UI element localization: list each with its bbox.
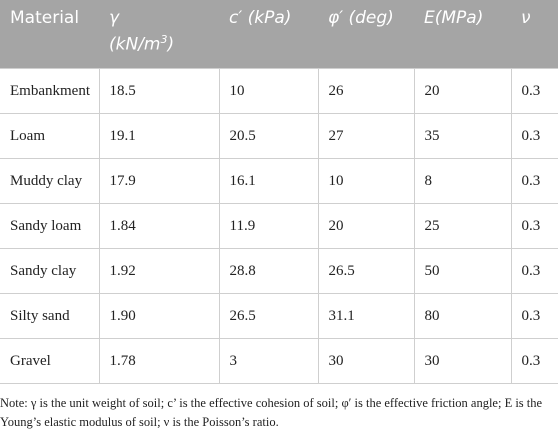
table-cell: 0.3 xyxy=(510,203,558,249)
table-cell: 0.3 xyxy=(510,338,558,384)
table-cell: 1.84 xyxy=(98,203,219,249)
table-row: Embankment 18.5 10 26 20 0.3 xyxy=(0,68,558,114)
table-cell: 26 xyxy=(317,68,414,114)
table-cell: 10 xyxy=(317,158,414,204)
table-cell: 1.90 xyxy=(98,293,219,339)
table-cell: Muddy clay xyxy=(0,158,99,204)
table-cell: 19.1 xyxy=(98,113,219,159)
table-cell: 17.9 xyxy=(98,158,219,204)
table-cell: 20.5 xyxy=(218,113,318,159)
table-cell: 28.8 xyxy=(218,248,318,294)
table-cell: 1.92 xyxy=(98,248,219,294)
table-row: Loam 19.1 20.5 27 35 0.3 xyxy=(0,113,558,159)
table-cell: 18.5 xyxy=(98,68,219,114)
table-cell: 8 xyxy=(413,158,511,204)
table-cell: Embankment xyxy=(0,68,99,114)
table-cell: 3 xyxy=(218,338,318,384)
header-cell: φ′ (deg) xyxy=(318,0,414,69)
table-cell: Gravel xyxy=(0,338,99,384)
table-row: Sandy clay 1.92 28.8 26.5 50 0.3 xyxy=(0,248,558,294)
table-cell: 26.5 xyxy=(317,248,414,294)
table-row: Gravel 1.78 3 30 30 0.3 xyxy=(0,338,558,384)
table-row: Sandy loam 1.84 11.9 20 25 0.3 xyxy=(0,203,558,249)
table-cell: 30 xyxy=(413,338,511,384)
header-cell: γ (kN/m3) xyxy=(99,0,219,69)
table-cell: 0.3 xyxy=(510,158,558,204)
table-cell: 11.9 xyxy=(218,203,318,249)
header-text: ν xyxy=(521,8,531,28)
header-cell: E(MPa) xyxy=(414,0,511,69)
table-cell: 20 xyxy=(413,68,511,114)
table-cell: 25 xyxy=(413,203,511,249)
table-cell: 16.1 xyxy=(218,158,318,204)
table-cell: 20 xyxy=(317,203,414,249)
header-text: ) xyxy=(167,34,175,55)
header-text: Material xyxy=(10,8,80,28)
table-cell: 0.3 xyxy=(510,248,558,294)
table-cell: 10 xyxy=(218,68,318,114)
header-cell: c′ (kPa) xyxy=(219,0,318,69)
table-body: Embankment 18.5 10 26 20 0.3 Loam 19.1 20.5 27 35 0… xyxy=(0,68,558,384)
header-text: c′ (kPa) xyxy=(229,8,292,28)
table-cell: 30 xyxy=(317,338,414,384)
table-cell: 0.3 xyxy=(510,68,558,114)
header-text: (kN/m xyxy=(109,34,161,55)
table-note: Note: γ is the unit weight of soil; c’ i… xyxy=(0,396,543,429)
table-cell: 0.3 xyxy=(510,293,558,339)
table-cell: 35 xyxy=(413,113,511,159)
table-cell: 0.3 xyxy=(510,113,558,159)
header-text: E(MPa) xyxy=(424,8,484,28)
table-cell: 26.5 xyxy=(218,293,318,339)
header-text: γ xyxy=(109,8,120,28)
soil-table: Material γ (kN/m3) c′ (kPa) φ′ (deg) E(MPa) ν … xyxy=(0,0,558,384)
table-cell: 27 xyxy=(317,113,414,159)
table-cell: 31.1 xyxy=(317,293,414,339)
table-cell: Silty sand xyxy=(0,293,99,339)
header-cell: ν xyxy=(511,0,558,69)
table-row: Muddy clay 17.9 16.1 10 8 0.3 xyxy=(0,158,558,204)
table-cell: Sandy clay xyxy=(0,248,99,294)
header-text: φ′ (deg) xyxy=(328,8,394,28)
table-cell: Loam xyxy=(0,113,99,159)
table-cell: Sandy loam xyxy=(0,203,99,249)
header-cell: Material xyxy=(0,0,99,69)
superscript: 3 xyxy=(160,33,168,46)
table-cell: 50 xyxy=(413,248,511,294)
table-row: Silty sand 1.90 26.5 31.1 80 0.3 xyxy=(0,293,558,339)
table-cell: 1.78 xyxy=(98,338,219,384)
header-row: Material γ (kN/m3) c′ (kPa) φ′ (deg) E(MPa) ν xyxy=(0,0,558,69)
table-cell: 80 xyxy=(413,293,511,339)
